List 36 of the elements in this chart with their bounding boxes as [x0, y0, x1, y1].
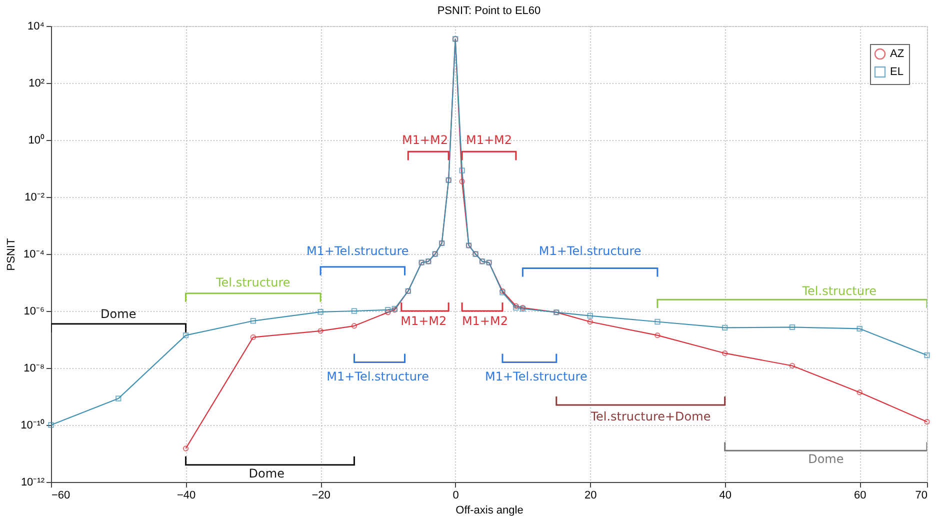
annotation: Dome — [808, 452, 844, 466]
y-tick-label: 10² — [28, 78, 45, 90]
annotation: Dome — [100, 306, 136, 321]
annotation: M1+M2 — [402, 133, 448, 147]
y-tick-label: 10⁻⁴ — [24, 248, 45, 260]
annotation: M1+Tel.structure — [306, 244, 409, 258]
y-tick-label: 10⁻⁶ — [24, 306, 44, 318]
annotation: M1+Tel.structure — [538, 244, 642, 258]
x-tick-label: 70 — [915, 490, 928, 502]
x-tick-label: 40 — [719, 490, 732, 502]
annotation: M1+M2 — [462, 314, 508, 328]
annotation: Tel.structure — [801, 284, 877, 298]
x-tick-label: −40 — [176, 490, 196, 502]
x-tick-label: −60 — [52, 490, 70, 502]
x-tick-label: 60 — [854, 490, 866, 502]
y-axis-title: PSNIT — [6, 238, 18, 271]
x-tick-label: −20 — [312, 490, 330, 502]
annotation: Tel.structure — [215, 276, 290, 290]
x-tick-label: 0 — [452, 490, 459, 502]
annotation: Tel.structure+Dome — [590, 409, 711, 424]
annotation: M1+M2 — [400, 314, 447, 328]
chart-title: PSNIT: Point to EL60 — [437, 5, 541, 17]
annotation: Dome — [248, 466, 284, 480]
annotation: M1+M2 — [466, 133, 512, 147]
annotation: M1+Tel.structure — [326, 370, 429, 384]
x-tick-label: 20 — [584, 490, 597, 502]
legend-label: AZ — [890, 48, 904, 60]
y-tick-label: 10⁴ — [28, 20, 45, 32]
y-tick-label: 10⁰ — [28, 134, 44, 146]
y-tick-label: 10⁻² — [24, 192, 45, 204]
annotation: M1+Tel.structure — [485, 370, 588, 384]
y-tick-label: 10⁻¹⁰ — [20, 418, 44, 432]
y-tick-label: 10⁻¹² — [20, 476, 45, 488]
x-axis-title: Off-axis angle — [456, 504, 524, 516]
legend-label: EL — [890, 66, 904, 78]
y-tick-label: 10⁻⁸ — [24, 362, 44, 374]
